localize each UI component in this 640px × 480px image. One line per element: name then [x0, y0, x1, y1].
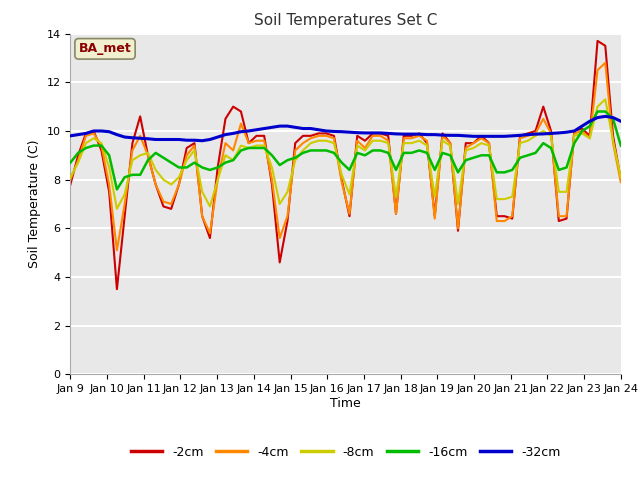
Title: Soil Temperatures Set C: Soil Temperatures Set C: [254, 13, 437, 28]
Text: BA_met: BA_met: [79, 42, 131, 55]
X-axis label: Time: Time: [330, 397, 361, 410]
Y-axis label: Soil Temperature (C): Soil Temperature (C): [28, 140, 41, 268]
Legend: -2cm, -4cm, -8cm, -16cm, -32cm: -2cm, -4cm, -8cm, -16cm, -32cm: [126, 441, 565, 464]
